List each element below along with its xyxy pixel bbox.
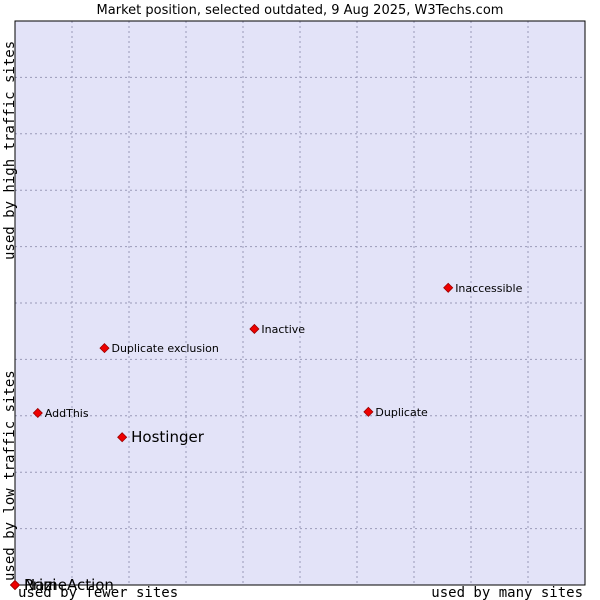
chart-title: Market position, selected outdated, 9 Au… (97, 3, 504, 18)
point-label: Inaccessible (455, 282, 522, 295)
data-point-hostinger[interactable]: Hostinger (117, 428, 205, 446)
plot-border (14, 20, 586, 586)
point-marker (99, 343, 110, 354)
x-axis-high-label: used by many sites (431, 585, 583, 600)
point-marker (117, 432, 128, 443)
point-label: Duplicate (375, 406, 428, 419)
y-axis-high-label: used by high traffic sites (2, 41, 18, 260)
data-point-inactive[interactable]: Inactive (249, 323, 305, 336)
data-point-nazi[interactable]: Nazi (9, 576, 57, 594)
point-label: Inactive (261, 323, 305, 336)
point-marker (363, 406, 374, 417)
point-marker (32, 407, 43, 419)
point-label: AddThis (45, 407, 89, 420)
data-point-duplicate-exclusion[interactable]: Duplicate exclusion (99, 342, 219, 355)
point-label: Nazi (24, 576, 56, 594)
grid-lines (15, 21, 585, 585)
x-axis-low-label: used by fewer sites (18, 585, 178, 600)
y-axis-low-label: used by low traffic sites (2, 370, 18, 581)
point-label: Duplicate exclusion (111, 342, 218, 355)
point-label: PrimeAction (24, 576, 114, 594)
data-points: Inaccessible Inactive Duplicate exclusion A… (9, 282, 523, 594)
point-marker (249, 323, 260, 335)
data-point-inaccessible[interactable]: Inaccessible (443, 282, 523, 295)
point-marker (443, 282, 454, 293)
point-label: Hostinger (131, 428, 205, 446)
data-point-duplicate[interactable]: Duplicate (363, 406, 428, 419)
point-marker (9, 579, 21, 591)
data-point-addthis[interactable]: AddThis (32, 407, 89, 420)
